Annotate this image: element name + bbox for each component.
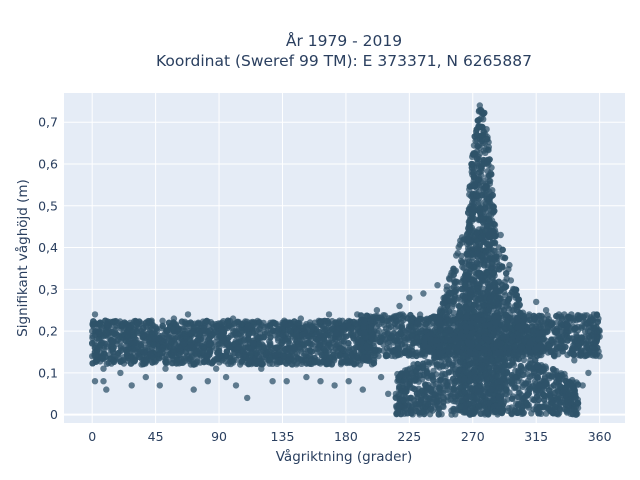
data-point (515, 389, 522, 397)
data-point (512, 367, 519, 375)
data-point (482, 200, 489, 207)
data-point (445, 357, 453, 364)
data-point (538, 318, 546, 325)
data-point (584, 328, 592, 335)
data-point (563, 407, 570, 414)
chart-title-line2: Koordinat (Sweref 99 TM): E 373371, N 62… (156, 52, 532, 70)
data-point (450, 407, 457, 415)
data-point (158, 325, 165, 332)
data-point (447, 396, 454, 403)
data-point (507, 277, 515, 284)
data-point (383, 345, 391, 352)
data-point (488, 164, 495, 171)
data-point (486, 177, 493, 185)
data-point (475, 199, 483, 206)
data-point (374, 323, 381, 330)
data-point (103, 360, 111, 367)
data-point (452, 398, 459, 405)
data-point (89, 334, 96, 342)
data-point (449, 391, 456, 398)
data-point (459, 263, 466, 271)
chart-title-line1: År 1979 - 2019 (286, 31, 402, 50)
data-point (117, 343, 125, 350)
data-point (520, 371, 527, 378)
data-point (415, 378, 422, 385)
data-point (450, 298, 458, 305)
data-point (489, 187, 496, 194)
data-point (425, 361, 432, 368)
data-point (452, 278, 460, 285)
data-point (426, 411, 434, 418)
data-point (497, 231, 504, 239)
data-point (485, 144, 492, 151)
data-point (438, 372, 445, 379)
data-point (352, 344, 359, 351)
data-point (527, 357, 534, 364)
data-point (159, 317, 166, 324)
